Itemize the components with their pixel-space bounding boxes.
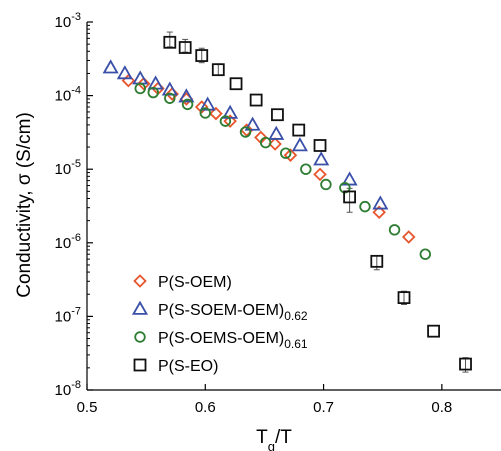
point-p-s-oems-oem bbox=[388, 224, 401, 236]
point-p-s-oems-oem bbox=[359, 200, 371, 213]
legend-marker bbox=[133, 358, 147, 372]
point-p-s-eo bbox=[178, 41, 192, 54]
point-p-s-eo bbox=[229, 77, 243, 91]
point-p-s-oems-oem bbox=[320, 178, 332, 191]
legend-label: P(S-EO) bbox=[158, 358, 218, 375]
point-p-s-soem-oem bbox=[291, 137, 308, 152]
legend-label: P(S-OEMS-OEM)0.61 bbox=[158, 330, 308, 351]
point-p-s-eo bbox=[292, 123, 306, 137]
point-p-s-soem-oem bbox=[147, 75, 164, 90]
point-p-s-oem bbox=[209, 106, 223, 121]
point-p-s-soem-oem bbox=[199, 96, 216, 111]
point-p-s-soem-oem bbox=[313, 151, 330, 166]
point-p-s-eo bbox=[211, 63, 225, 77]
point-p-s-oems-oem bbox=[199, 107, 211, 119]
point-p-s-soem-oem bbox=[161, 81, 178, 96]
y-axis-title: Conductivity, σ (S/cm) bbox=[14, 112, 35, 298]
point-p-s-oem bbox=[313, 167, 327, 182]
legend-label: P(S-OEM) bbox=[158, 274, 232, 291]
y-tick-label: 10-8 bbox=[55, 379, 81, 399]
point-p-s-oems-oem bbox=[419, 248, 431, 260]
point-p-s-oems-oem bbox=[300, 163, 312, 175]
point-p-s-soem-oem bbox=[178, 88, 195, 103]
point-p-s-oems-oem bbox=[239, 126, 252, 138]
point-p-s-oems-oem bbox=[147, 86, 159, 99]
point-p-s-eo bbox=[427, 324, 440, 338]
point-p-s-oem bbox=[268, 137, 282, 151]
point-p-s-soem-oem bbox=[372, 195, 389, 210]
point-p-s-oem bbox=[194, 100, 209, 114]
point-p-s-eo bbox=[249, 93, 263, 107]
y-tick-label: 10-4 bbox=[55, 85, 81, 105]
legend-marker bbox=[134, 331, 146, 343]
y-tick-label: 10-3 bbox=[55, 11, 81, 31]
point-p-s-oem bbox=[121, 73, 136, 88]
x-tick-label: 0.5 bbox=[77, 399, 98, 416]
point-p-s-oem bbox=[223, 114, 237, 128]
point-p-s-eo bbox=[195, 49, 209, 62]
x-axis-title: Tg/T bbox=[256, 427, 292, 451]
x-tick-label: 0.8 bbox=[431, 399, 452, 416]
error-bars bbox=[166, 31, 469, 373]
point-p-s-eo bbox=[370, 254, 384, 268]
point-p-s-oem bbox=[372, 205, 386, 220]
point-p-s-soem-oem bbox=[116, 65, 133, 80]
point-p-s-oems-oem bbox=[219, 115, 232, 127]
point-p-s-soem-oem bbox=[222, 104, 239, 119]
data-markers bbox=[102, 35, 472, 371]
point-p-s-oem bbox=[137, 76, 151, 91]
y-tick-label: 10-5 bbox=[55, 158, 81, 178]
point-p-s-eo bbox=[271, 108, 284, 122]
x-tick-label: 0.6 bbox=[195, 399, 216, 416]
point-p-s-eo bbox=[397, 291, 411, 305]
legend: P(S-OEM) P(S-SOEM-OEM)0.62 P(S-OEMS-OEM)0.… bbox=[131, 274, 308, 375]
y-tick-label: 10-6 bbox=[55, 232, 81, 252]
point-p-s-eo bbox=[343, 190, 356, 204]
legend-label: P(S-SOEM-OEM)0.62 bbox=[158, 302, 308, 323]
point-p-s-oem bbox=[283, 148, 298, 162]
point-p-s-oems-oem bbox=[181, 98, 194, 111]
point-p-s-oems-oem bbox=[259, 136, 272, 149]
point-p-s-oem bbox=[401, 230, 416, 244]
point-p-s-eo bbox=[313, 139, 327, 152]
axes: 0.5 0.6 0.7 0.8 10-8 10-7 10-6 10-5 10-4 10-3 bbox=[55, 11, 501, 416]
point-p-s-oems-oem bbox=[164, 92, 176, 104]
legend-marker bbox=[133, 274, 147, 288]
point-p-s-oems-oem bbox=[134, 82, 146, 95]
point-p-s-oems-oem bbox=[280, 147, 292, 159]
y-tick-label: 10-7 bbox=[55, 305, 81, 325]
point-p-s-eo bbox=[163, 35, 177, 49]
point-p-s-eo bbox=[459, 357, 472, 371]
x-tick-label: 0.7 bbox=[313, 399, 334, 416]
legend-marker bbox=[131, 300, 149, 315]
point-p-s-soem-oem bbox=[102, 59, 119, 74]
point-p-s-soem-oem bbox=[244, 116, 261, 131]
point-p-s-soem-oem bbox=[268, 125, 285, 140]
